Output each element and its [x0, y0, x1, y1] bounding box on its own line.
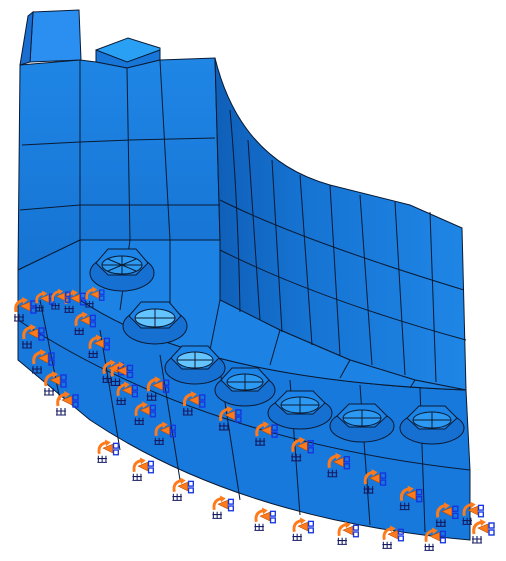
boundary-condition-glyph	[363, 469, 387, 494]
boundary-condition-glyph	[22, 324, 45, 349]
boundary-condition-glyph	[97, 439, 119, 463]
boundary-condition-glyph	[146, 376, 170, 401]
boundary-condition-glyph	[116, 381, 138, 405]
boundary-condition-glyph	[327, 452, 351, 478]
boundary-condition-glyph	[182, 390, 206, 416]
boundary-condition-glyph	[74, 311, 96, 335]
boundary-condition-glyph	[134, 401, 156, 425]
boundary-condition-glyph	[435, 502, 459, 527]
column-left-face	[19, 10, 34, 66]
boundary-condition-glyph	[218, 405, 242, 431]
boundary-condition-glyph	[56, 391, 79, 416]
column-front-face	[29, 9, 82, 63]
boundary-condition-glyph	[399, 485, 423, 511]
bolt-7[interactable]	[399, 405, 465, 445]
boundary-condition-glyph	[382, 525, 404, 549]
boundary-condition-glyph	[132, 457, 154, 481]
boundary-condition-glyph	[254, 507, 276, 531]
boundary-condition-glyph	[291, 436, 314, 462]
bolt-group	[89, 248, 465, 445]
bolt-5[interactable]	[267, 390, 333, 430]
boundary-condition-symbols	[14, 286, 495, 551]
boundary-condition-glyph	[172, 477, 194, 501]
boundary-condition-glyph	[292, 517, 314, 541]
bolt-6[interactable]	[329, 403, 395, 443]
upper-front-face	[17, 57, 221, 271]
boundary-condition-glyph	[255, 421, 278, 446]
bolt-4[interactable]	[214, 367, 276, 407]
boundary-condition-glyph	[337, 521, 359, 545]
boundary-condition-glyph	[51, 288, 71, 310]
bolt-3[interactable]	[164, 345, 226, 385]
bolt-2[interactable]	[122, 301, 188, 345]
boundary-condition-glyph	[462, 501, 484, 525]
boundary-condition-glyph	[472, 519, 495, 544]
boundary-condition-glyph	[110, 361, 134, 386]
mesh-lines	[17, 59, 471, 533]
boundary-condition-glyph	[85, 286, 105, 308]
boundary-condition-glyph	[14, 297, 37, 322]
bolt-1[interactable]	[89, 248, 155, 292]
boundary-condition-glyph	[424, 527, 446, 551]
boundary-condition-glyph	[44, 371, 67, 396]
boundary-condition-glyph	[212, 495, 234, 519]
boundary-condition-glyph	[32, 349, 55, 374]
boundary-condition-glyph	[88, 334, 110, 358]
boundary-condition-glyph	[154, 421, 176, 445]
